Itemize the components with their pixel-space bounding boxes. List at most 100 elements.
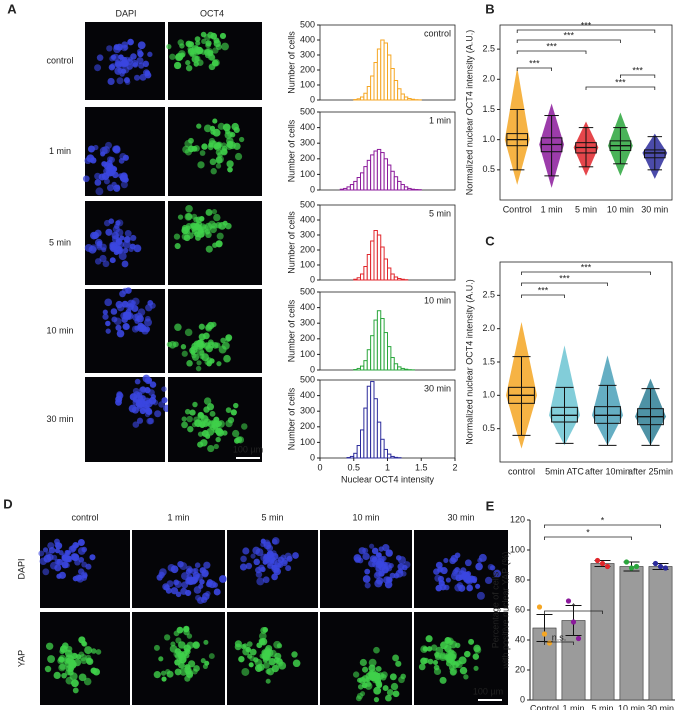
histogram-bar: [390, 273, 395, 281]
nucleus: [178, 661, 185, 669]
histogram-bar: [346, 186, 351, 191]
histogram-bar: [410, 188, 415, 191]
micrograph: [132, 612, 225, 705]
nucleus: [74, 574, 82, 582]
x-tick-label: 1 min: [541, 204, 563, 214]
nucleus: [463, 674, 469, 680]
nucleus: [212, 420, 219, 427]
nucleus: [177, 214, 184, 220]
significance-label: ***: [581, 20, 592, 30]
significance-bracket: [516, 50, 587, 54]
nucleus: [262, 576, 270, 584]
micrograph: [85, 374, 171, 462]
nucleus: [285, 565, 292, 572]
nucleus: [439, 653, 447, 661]
nucleus: [207, 53, 215, 61]
nucleus: [139, 407, 146, 415]
series-label: 10 min: [424, 295, 451, 305]
nucleus: [475, 562, 483, 571]
nucleus: [176, 626, 184, 634]
micrograph: [84, 201, 165, 285]
nucleus: [386, 689, 394, 696]
nucleus: [395, 569, 404, 578]
nucleus: [373, 686, 382, 695]
nucleus: [106, 156, 113, 163]
nucleus: [203, 124, 212, 133]
nucleus: [449, 557, 457, 565]
nucleus: [113, 317, 122, 326]
histogram-bar: [360, 172, 365, 191]
nucleus: [102, 309, 108, 315]
nucleus: [109, 257, 116, 264]
nucleus: [107, 77, 115, 86]
nucleus: [96, 54, 104, 61]
histogram-bar: [376, 234, 382, 281]
nucleus: [354, 556, 361, 564]
histogram-bar: [400, 278, 405, 281]
nucleus: [121, 41, 128, 48]
nucleus: [166, 341, 173, 348]
nucleus: [280, 554, 286, 560]
nucleus: [111, 53, 120, 62]
nucleus: [240, 555, 247, 563]
nucleus: [468, 638, 475, 645]
nucleus: [144, 72, 152, 79]
nucleus: [61, 672, 67, 679]
histogram-bar: [397, 180, 402, 191]
nucleus: [359, 658, 367, 667]
nucleus: [400, 673, 406, 680]
nucleus: [191, 55, 200, 63]
nucleus: [360, 691, 366, 697]
nucleus: [449, 650, 457, 659]
nucleus: [454, 552, 461, 559]
row-label: 1 min: [49, 146, 71, 156]
y-tick-label: 100: [300, 169, 315, 179]
nucleus: [362, 552, 370, 561]
data-point: [604, 563, 611, 570]
nucleus: [234, 640, 242, 648]
histogram-bar: [397, 278, 402, 281]
nucleus: [120, 59, 129, 68]
nucleus: [181, 350, 188, 357]
bar: [648, 566, 673, 701]
nucleus: [385, 549, 393, 557]
nucleus: [365, 681, 372, 687]
nucleus: [198, 333, 206, 341]
nucleus: [487, 563, 495, 571]
nucleus: [187, 425, 194, 433]
nucleus: [375, 680, 382, 687]
x-tick-label: after 10min: [585, 466, 630, 476]
nucleus: [274, 559, 283, 568]
histogram-bar: [356, 445, 361, 459]
nucleus: [246, 641, 253, 648]
y-tick-label: 400: [300, 34, 315, 44]
nucleus: [239, 136, 245, 143]
y-tick-label: 200: [300, 153, 315, 163]
histogram-bar: [370, 75, 375, 101]
histogram-bar: [356, 98, 361, 101]
nucleus: [194, 562, 201, 568]
y-tick-label: 100: [300, 437, 315, 447]
significance-label: ***: [538, 285, 549, 295]
nucleus: [352, 671, 360, 678]
y-tick-label: 40: [515, 634, 525, 644]
histogram-bar: [387, 54, 392, 101]
histogram-bar: [403, 96, 409, 101]
nucleus: [112, 145, 120, 153]
series-label: 1 min: [429, 115, 451, 125]
y-tick-label: 400: [300, 214, 315, 224]
nucleus: [271, 538, 278, 545]
nucleus: [121, 260, 129, 268]
x-tick-label: 2: [452, 462, 457, 472]
micrograph: [227, 612, 318, 705]
nucleus: [250, 553, 256, 559]
nucleus: [199, 579, 205, 585]
nucleus: [241, 423, 248, 430]
nucleus: [169, 645, 178, 653]
nucleus: [212, 128, 221, 137]
nucleus: [169, 53, 176, 60]
nucleus: [184, 328, 193, 337]
nucleus: [205, 245, 213, 253]
nucleus: [395, 660, 402, 667]
nucleus: [378, 546, 384, 552]
